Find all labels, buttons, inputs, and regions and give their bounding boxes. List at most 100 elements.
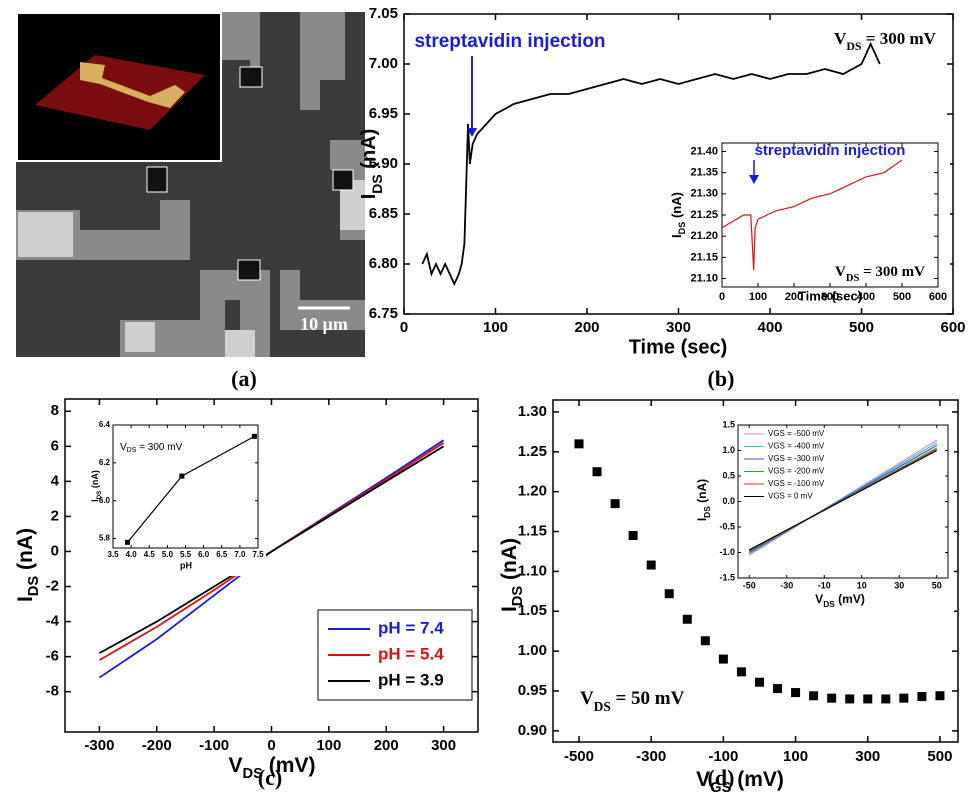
- x-axis-label-part: (mV): [835, 592, 865, 606]
- y-tick-label: -8: [46, 683, 59, 700]
- condition-label-part: = 300 mV: [859, 264, 925, 280]
- data-point: [791, 688, 800, 697]
- y-tick-label: 1.10: [518, 562, 547, 579]
- y-tick-label: 6.75: [369, 305, 398, 322]
- x-tick-label: -300: [84, 737, 114, 754]
- legend-label: VGS = -500 mV: [768, 429, 825, 438]
- x-tick-label: 5.5: [180, 550, 192, 559]
- y-tick-label: 4: [51, 472, 60, 489]
- legend-label: VGS = -400 mV: [768, 442, 825, 451]
- x-tick-label: -100: [199, 737, 229, 754]
- y-tick-label: 1.15: [518, 523, 547, 540]
- data-point: [935, 691, 944, 700]
- x-tick-label: -30: [780, 580, 793, 590]
- y-axis-label-part: (nA): [498, 538, 521, 586]
- condition-label-part: V: [580, 688, 594, 709]
- x-axis-label-part: (mV): [263, 754, 316, 777]
- y-axis-label-part: DS: [369, 174, 385, 193]
- y-axis-label-part: DS: [510, 586, 526, 607]
- x-tick-label: 100: [483, 319, 508, 336]
- y-axis-label-part: DS: [702, 506, 712, 518]
- data-point: [899, 694, 908, 703]
- y-tick-label: 7.00: [369, 55, 398, 72]
- data-point: [863, 694, 872, 703]
- data-point: [827, 694, 836, 703]
- figure: 10 μm (a) (b) (c) (d) 010020030040050060…: [0, 0, 974, 793]
- y-axis-label-part: (nA): [669, 192, 684, 222]
- x-tick-label: 6.0: [198, 550, 210, 559]
- y-tick-label: 1.0: [722, 445, 735, 455]
- y-tick-label: 8: [51, 402, 59, 419]
- x-tick-label: 10: [857, 580, 867, 590]
- x-axis-label-part: (mV): [731, 768, 784, 791]
- y-tick-label: 6: [51, 437, 59, 454]
- condition-label-part: = 300 mV: [136, 442, 182, 453]
- condition-label: VDS = 300 mV: [834, 29, 937, 53]
- data-point: [737, 667, 746, 676]
- data-point: [683, 615, 692, 624]
- data-point: [593, 467, 602, 476]
- x-tick-label: -500: [564, 748, 594, 765]
- y-tick-label: 21.15: [690, 251, 718, 263]
- y-tick-label: 0.90: [518, 722, 547, 739]
- y-axis-label-part: (nA): [695, 479, 709, 506]
- y-tick-label: -1.5: [719, 572, 735, 582]
- x-tick-label: 3.5: [107, 550, 119, 559]
- y-tick-label: 7.05: [369, 5, 398, 22]
- data-point: [252, 434, 257, 439]
- legend-label: pH = 5.4: [378, 644, 444, 663]
- y-tick-label: 5.8: [99, 534, 111, 543]
- y-tick-label: 6.85: [369, 205, 398, 222]
- panel-label: (a): [231, 366, 257, 391]
- x-axis-label-part: V: [229, 754, 243, 777]
- y-tick-label: 1.20: [518, 483, 547, 500]
- x-tick-label: 100: [783, 748, 808, 765]
- data-point: [773, 684, 782, 693]
- x-tick-label: 300: [666, 319, 691, 336]
- condition-label: VDS = 50 mV: [580, 688, 685, 713]
- condition-label-part: DS: [846, 273, 860, 284]
- legend-label: VGS = -300 mV: [768, 454, 825, 463]
- data-point: [574, 439, 583, 448]
- y-tick-label: 21.30: [690, 188, 718, 200]
- y-tick-label: -1.0: [719, 547, 735, 557]
- legend-label: pH = 7.4: [378, 618, 444, 637]
- x-tick-label: 300: [431, 737, 456, 754]
- y-tick-label: -6: [46, 648, 59, 665]
- y-tick-label: 0.5: [722, 470, 735, 480]
- y-tick-label: 21.10: [690, 272, 718, 284]
- annotation: streptavidin injection: [755, 142, 906, 159]
- sem-image: 10 μm: [16, 12, 365, 357]
- data-point: [719, 655, 728, 664]
- condition-label-part: = 50 mV: [611, 688, 685, 709]
- data-point: [629, 531, 638, 540]
- x-axis-label: VGS (mV): [696, 768, 784, 793]
- y-tick-label: -2: [46, 578, 59, 595]
- x-tick-label: 100: [316, 737, 341, 754]
- x-tick-label: 50: [932, 580, 942, 590]
- scale-bar-label: 10 μm: [300, 314, 348, 334]
- y-tick-label: 6.80: [369, 255, 398, 272]
- x-tick-label: 500: [927, 748, 952, 765]
- data-point: [701, 636, 710, 645]
- x-tick-label: 500: [849, 319, 874, 336]
- x-tick-label: 4.5: [144, 550, 156, 559]
- x-axis-label-part: DS: [823, 599, 835, 609]
- x-axis-label-part: DS: [243, 766, 264, 782]
- x-axis-label-part: V: [815, 592, 823, 606]
- y-tick-label: 21.25: [690, 209, 718, 221]
- y-axis-label-part: DS: [677, 222, 687, 235]
- x-tick-label: 500: [893, 291, 911, 303]
- x-tick-label: 400: [757, 319, 782, 336]
- y-tick-label: 0: [51, 542, 59, 559]
- x-axis-label: Time (sec): [798, 288, 862, 303]
- data-point: [179, 474, 184, 479]
- y-tick-label: 6.4: [99, 420, 111, 429]
- x-tick-label: 0: [400, 319, 408, 336]
- data-point: [647, 561, 656, 570]
- x-tick-label: -200: [142, 737, 172, 754]
- condition-label-part: = 300 mV: [862, 29, 937, 48]
- y-axis-label: IDS (nA): [14, 528, 42, 602]
- x-axis-label-part: GS: [710, 780, 731, 793]
- x-tick-label: 600: [940, 319, 965, 336]
